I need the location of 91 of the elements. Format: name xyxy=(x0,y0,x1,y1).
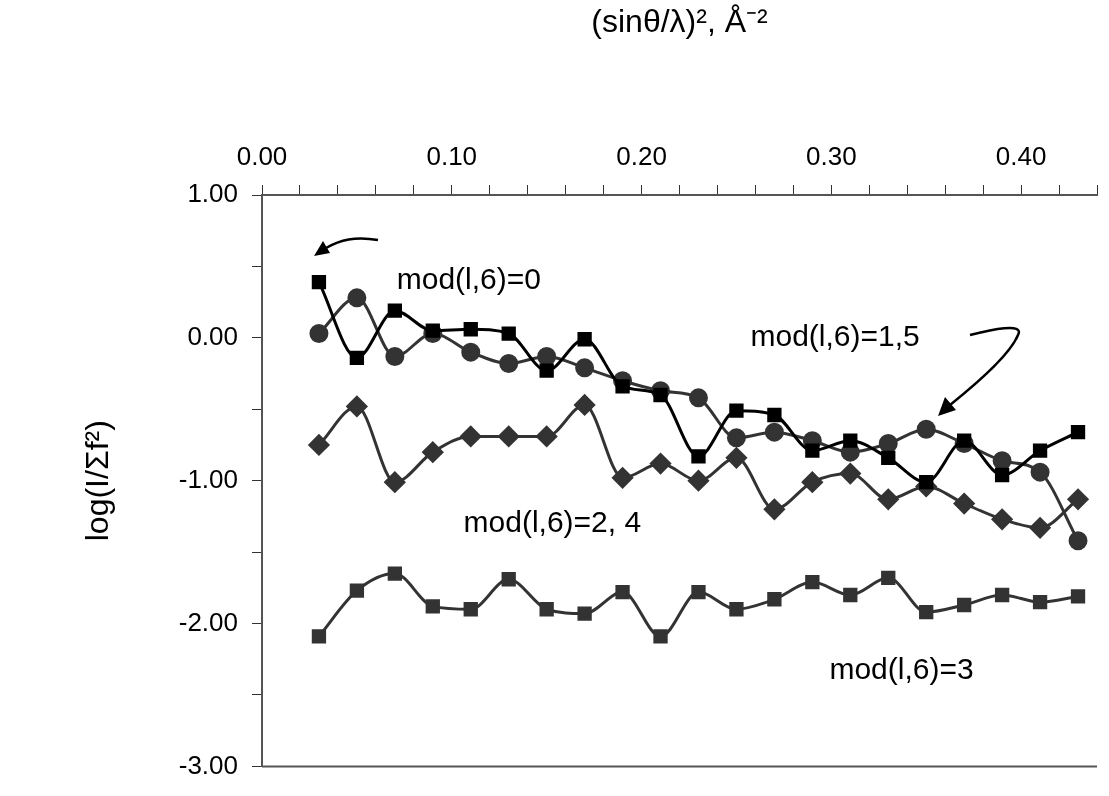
point xyxy=(919,604,934,620)
point xyxy=(881,450,896,465)
y-axis-title: log(I/Σf²) xyxy=(79,420,116,542)
point xyxy=(384,471,406,493)
point xyxy=(577,606,592,621)
point xyxy=(653,629,668,644)
point xyxy=(653,387,668,403)
point xyxy=(498,425,520,447)
point xyxy=(843,433,858,448)
point xyxy=(801,471,823,493)
point xyxy=(309,324,329,344)
point xyxy=(878,434,898,454)
point xyxy=(805,574,820,590)
point xyxy=(311,629,327,644)
point xyxy=(994,587,1010,603)
point xyxy=(574,394,596,416)
point xyxy=(539,602,554,617)
series-label: mod(l,6)=0 xyxy=(396,261,541,295)
point xyxy=(349,350,365,366)
point xyxy=(767,407,782,423)
point xyxy=(953,493,975,515)
x-tick-label: 0.40 xyxy=(995,140,1047,171)
x-tick-label: 0.20 xyxy=(616,140,667,171)
point xyxy=(537,346,557,366)
point xyxy=(1070,424,1086,440)
point xyxy=(991,508,1013,530)
point xyxy=(992,451,1012,471)
y-tick-label: -2.00 xyxy=(178,606,238,637)
point xyxy=(1032,443,1048,458)
point xyxy=(726,428,746,448)
point xyxy=(729,403,744,418)
point xyxy=(1070,589,1086,604)
point xyxy=(615,584,630,600)
point xyxy=(1030,462,1050,482)
y-tick-label: 1.00 xyxy=(187,178,238,209)
point xyxy=(839,463,861,485)
point xyxy=(805,443,820,458)
point xyxy=(1029,517,1051,539)
y-tick-label: -1.00 xyxy=(178,463,238,494)
point xyxy=(501,572,516,587)
x-axis-title: (sinθ/λ)², Å⁻² xyxy=(591,3,769,40)
point xyxy=(919,474,934,490)
point xyxy=(311,274,327,290)
point xyxy=(763,498,785,520)
x-tick-label: 0.30 xyxy=(806,140,857,171)
point xyxy=(422,441,444,463)
point xyxy=(536,425,558,447)
point xyxy=(881,570,896,585)
point xyxy=(387,303,402,318)
point xyxy=(577,332,592,347)
point xyxy=(461,342,481,362)
text: mod(l,6)=1,5 xyxy=(750,319,920,353)
x-tick-label: 0.00 xyxy=(236,140,288,171)
point xyxy=(688,388,708,408)
point xyxy=(994,467,1010,483)
point xyxy=(349,583,365,598)
point xyxy=(767,592,782,607)
point xyxy=(1068,531,1088,551)
point xyxy=(460,425,482,447)
point xyxy=(1032,594,1048,610)
point xyxy=(463,602,478,617)
point xyxy=(612,467,634,489)
point xyxy=(499,354,519,374)
x-tick-label: 0.10 xyxy=(426,140,478,171)
point xyxy=(843,587,858,603)
point xyxy=(691,449,706,464)
point xyxy=(687,470,709,492)
point xyxy=(385,346,405,366)
point xyxy=(308,434,330,456)
point xyxy=(463,322,478,337)
point xyxy=(346,395,368,417)
series-label: mod(l,6)=3 xyxy=(829,651,974,685)
point xyxy=(725,447,747,469)
point xyxy=(691,584,706,600)
point xyxy=(575,358,595,378)
point xyxy=(425,599,440,614)
point xyxy=(650,453,672,475)
y-tick-label: -3.00 xyxy=(178,749,238,780)
point xyxy=(615,379,630,394)
point xyxy=(916,419,936,439)
point xyxy=(387,566,402,581)
point xyxy=(764,422,784,442)
point xyxy=(877,488,899,510)
point xyxy=(347,288,367,308)
y-tick-label: 0.00 xyxy=(187,321,238,352)
point xyxy=(957,597,972,613)
point xyxy=(729,602,744,617)
series-label: mod(l,6)=2, 4 xyxy=(463,504,642,538)
point xyxy=(501,326,516,341)
point xyxy=(539,363,554,378)
point xyxy=(1067,488,1089,510)
